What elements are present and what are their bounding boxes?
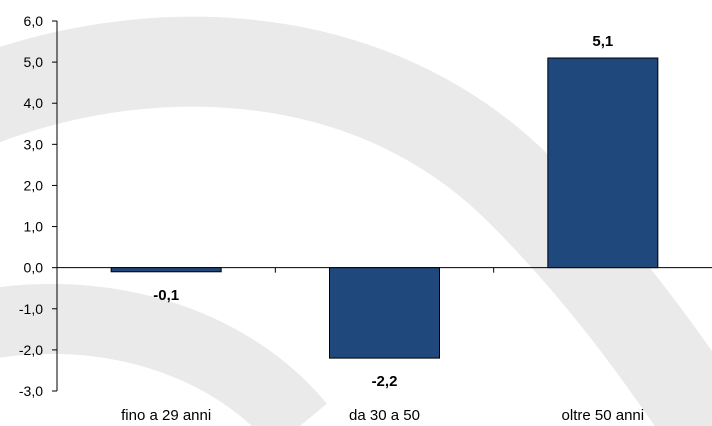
data-label: -0,1 xyxy=(153,287,179,304)
y-tick-label: 3,0 xyxy=(24,136,44,152)
y-tick-label: 2,0 xyxy=(24,177,44,193)
labels: -0,1 fino a 29 anni -2,2 da 30 a 50 5,1 oltre… xyxy=(121,33,644,424)
watermark-arcs xyxy=(0,16,712,426)
y-tick-label: -2,0 xyxy=(19,342,43,358)
y-tick-label: 5,0 xyxy=(24,54,44,70)
bars xyxy=(110,57,659,359)
bar-1 xyxy=(110,267,222,273)
y-tick-label: 4,0 xyxy=(24,95,44,111)
watermark-arc-inner xyxy=(0,283,327,426)
data-label: -2,2 xyxy=(372,373,398,390)
category-label: fino a 29 anni xyxy=(121,407,211,424)
bar-3 xyxy=(547,57,659,269)
y-tick-label: -3,0 xyxy=(19,383,43,399)
y-tick-label: 6,0 xyxy=(24,13,44,29)
watermark-arc-outer xyxy=(0,16,712,426)
data-label: 5,1 xyxy=(592,33,613,50)
category-label: da 30 a 50 xyxy=(349,407,420,424)
y-tick-label: 1,0 xyxy=(24,219,44,235)
category-label: oltre 50 anni xyxy=(562,407,645,424)
y-tick-label: -1,0 xyxy=(19,301,43,317)
y-tick-label: 0,0 xyxy=(24,260,44,276)
bar-2 xyxy=(329,267,440,359)
